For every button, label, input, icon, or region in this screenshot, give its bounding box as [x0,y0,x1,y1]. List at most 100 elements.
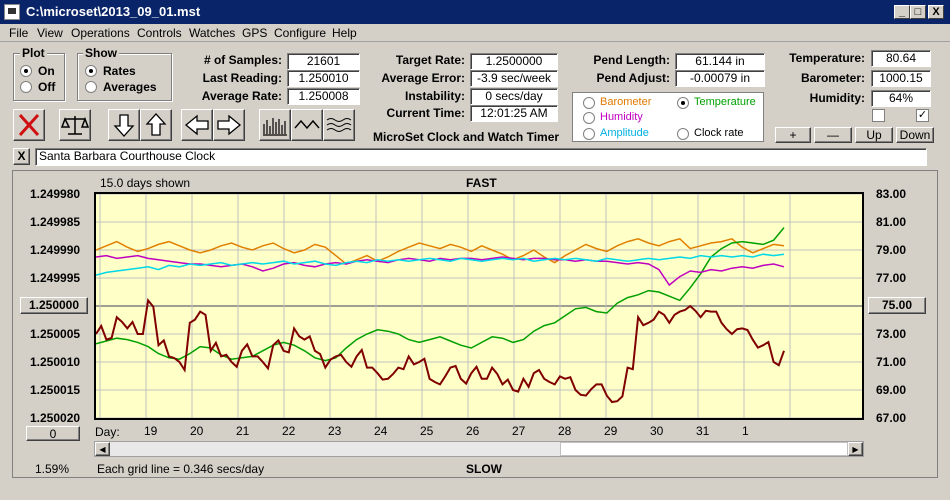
up-button[interactable]: Up [855,127,893,143]
x-tick-label: 31 [696,424,710,438]
current-time-label: Current Time: [386,106,465,120]
temperature-radio[interactable] [677,97,689,109]
barometer-radio[interactable] [583,97,595,109]
average-rate-field: 1.250008 [287,88,360,105]
clear-clock-button[interactable]: X [13,148,30,165]
stop-button[interactable] [13,109,45,141]
percent-label: 1.59% [35,462,70,476]
x-tick-label: 21 [236,424,250,438]
instability-label: Instability: [404,89,465,103]
aux-checkbox-2[interactable]: ✓ [916,109,929,122]
center-rate-button[interactable]: 1.250000 [20,297,88,314]
plot-on-radio[interactable] [20,65,32,77]
pend-adjust-label: Pend Adjust: [596,71,670,85]
close-button[interactable]: X [928,5,944,19]
scroll-left-arrow[interactable]: ◀ [95,442,110,456]
temperature-option-label: Temperature [694,96,756,108]
left-tick-label: 1.250005 [30,327,81,341]
down-button[interactable]: Down [896,127,934,143]
close-red-x-icon [18,113,40,137]
scroll-up-button[interactable] [140,109,172,141]
right-tick-label: 81.00 [876,215,907,229]
barometer-label: Barometer: [800,71,865,85]
title-bar: C:\microset\2013_09_01.mst _ □ X [0,0,950,24]
series-line-clock-rate [95,298,785,404]
x-tick-label: 27 [512,424,526,438]
amplitude-radio[interactable] [583,128,595,140]
x-tick-label: 30 [650,424,664,438]
menu-view[interactable]: View [37,26,63,40]
x-tick-label: 23 [328,424,342,438]
wave-button[interactable] [291,109,323,141]
barometer-option-label: Barometer [600,96,652,108]
rate-plot [94,192,864,420]
scroll-down-button[interactable] [108,109,140,141]
plus-button[interactable]: + [775,127,811,143]
right-tick-label: 77.00 [876,271,907,285]
average-error-field: -3.9 sec/week [470,70,558,87]
x-tick-label: 19 [144,424,158,438]
show-rates-label: Rates [103,64,136,78]
last-reading-field: 1.250010 [287,70,360,87]
x-tick-label: 29 [604,424,618,438]
right-tick-label: 73.00 [876,327,907,341]
menu-gps[interactable]: GPS [242,26,268,40]
wave-icon [294,119,320,130]
menu-controls[interactable]: Controls [137,26,182,40]
series-line-amplitude [95,253,785,276]
left-tick-label: 1.249985 [30,215,81,229]
pend-length-field: 61.144 in [675,53,765,70]
fast-label: FAST [466,176,497,190]
x-tick-label: 26 [466,424,480,438]
left-tick-label: 1.249995 [30,271,81,285]
aux-center-button[interactable]: 75.00 [868,297,926,314]
pend-length-label: Pend Length: [593,53,670,67]
minimize-button[interactable]: _ [894,5,910,19]
x-tick-label: 22 [282,424,296,438]
clock-rate-option-label: Clock rate [694,127,744,139]
scroll-right-button[interactable] [213,109,245,141]
bar-graph-button[interactable] [259,109,291,141]
scroll-right-arrow[interactable]: ▶ [848,442,863,456]
target-rate-label: Target Rate: [395,53,465,67]
right-tick-label: 67.00 [876,411,907,425]
aux-checkbox-1[interactable] [872,109,885,122]
horizontal-scrollbar[interactable]: ◀ ▶ [94,441,864,457]
window-title: C:\microset\2013_09_01.mst [26,4,201,19]
show-group [77,53,172,101]
samples-field: 21601 [287,53,360,70]
menu-file[interactable]: File [9,26,29,40]
multi-wave-icon [326,118,352,132]
show-rates-radio[interactable] [85,65,97,77]
humidity-option-label: Humidity [600,111,643,123]
scrollbar-thumb[interactable] [560,442,848,456]
humidity-radio[interactable] [583,112,595,124]
show-group-title: Show [83,46,119,60]
clock-name-field[interactable]: Santa Barbara Courthouse Clock [35,148,927,166]
plot-panel [12,170,938,478]
plot-on-label: On [38,64,55,78]
clock-rate-radio[interactable] [677,128,689,140]
right-tick-label: 69.00 [876,383,907,397]
series-line-temperature [95,227,785,362]
x-tick-label: 1 [742,424,749,438]
left-tick-label: 1.250020 [30,411,81,425]
right-tick-label: 83.00 [876,187,907,201]
plot-off-radio[interactable] [20,81,32,93]
multi-wave-button[interactable] [323,109,355,141]
menu-help[interactable]: Help [332,26,357,40]
menu-watches[interactable]: Watches [189,26,236,40]
menu-operations[interactable]: Operations [71,26,130,40]
show-averages-radio[interactable] [85,81,97,93]
days-shown-label: 15.0 days shown [100,176,191,190]
temperature-label: Temperature: [789,51,865,65]
balance-scale-icon [60,116,90,135]
zero-button[interactable]: 0 [26,426,80,441]
maximize-button[interactable]: □ [910,5,926,19]
temperature-field: 80.64 [871,50,931,67]
scroll-left-button[interactable] [181,109,213,141]
balance-button[interactable] [59,109,91,141]
menu-configure[interactable]: Configure [274,26,327,40]
minus-button[interactable]: — [814,127,852,143]
left-tick-label: 1.249990 [30,243,81,257]
